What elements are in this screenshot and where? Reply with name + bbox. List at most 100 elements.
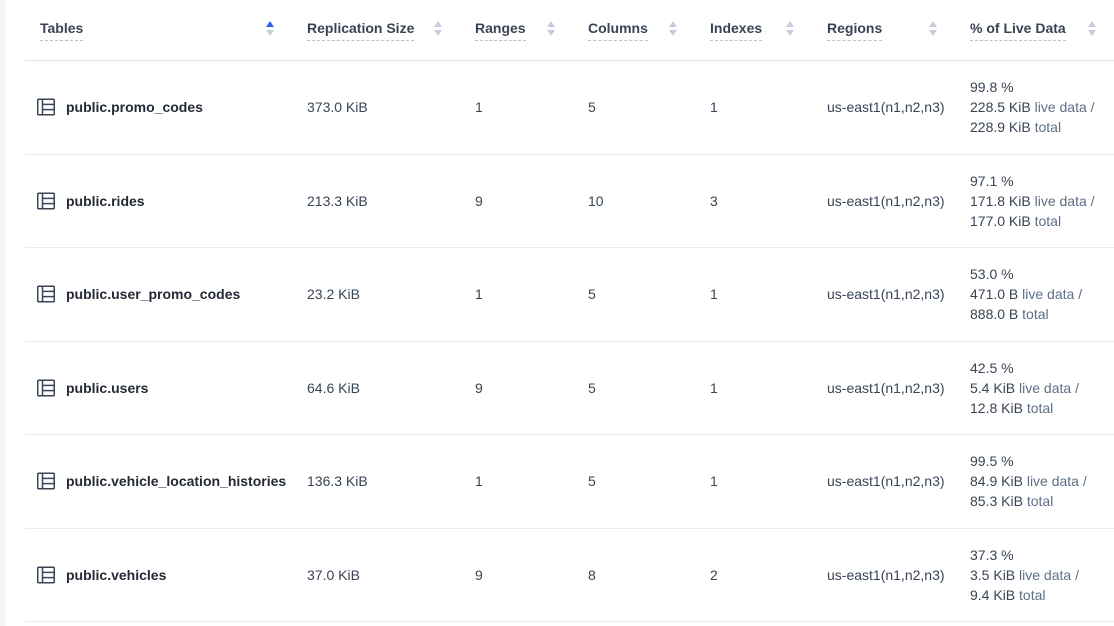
live-size-label: live data / <box>1034 192 1095 209</box>
sort-icon[interactable] <box>547 21 555 36</box>
live-percent: 99.5 % <box>970 453 1014 470</box>
table-row[interactable]: public.vehicle_location_histories 136.3 … <box>25 435 1114 529</box>
sort-icon[interactable] <box>434 21 442 36</box>
column-header-label[interactable]: Tables <box>40 20 84 41</box>
page-left-edge <box>0 0 5 626</box>
column-header[interactable]: Regions <box>812 0 955 60</box>
ranges-value: 9 <box>475 192 483 209</box>
column-header[interactable]: Tables <box>25 0 292 60</box>
sort-asc-icon <box>929 21 937 27</box>
columns-value: 5 <box>588 473 596 490</box>
table-name-link[interactable]: public.users <box>66 379 149 396</box>
column-header[interactable]: Indexes <box>695 0 812 60</box>
live-percent: 53.0 % <box>970 266 1014 283</box>
sort-icon[interactable] <box>1088 21 1096 36</box>
indexes-value: 1 <box>710 473 718 490</box>
live-data-cell: 99.8 % 228.5 KiB live data / 228.9 KiB t… <box>955 77 1114 137</box>
sort-icon[interactable] <box>786 21 794 36</box>
live-percent: 37.3 % <box>970 546 1014 563</box>
table-row[interactable]: public.users 64.6 KiB 9 5 1 us-east1(n1,… <box>25 342 1114 435</box>
live-size: 3.5 KiB <box>970 566 1016 583</box>
column-header-label[interactable]: Columns <box>588 20 648 41</box>
sort-icon[interactable] <box>929 21 937 36</box>
sort-desc-icon <box>669 30 677 36</box>
column-header[interactable]: % of Live Data <box>955 0 1114 60</box>
sort-desc-icon <box>266 30 274 36</box>
regions-value: us-east1(n1,n2,n3) <box>827 473 945 490</box>
table-name-link[interactable]: public.vehicle_location_histories <box>66 473 287 490</box>
ranges-value: 1 <box>475 99 483 116</box>
total-size: 12.8 KiB <box>970 399 1023 416</box>
live-size-label: live data / <box>1019 379 1079 396</box>
total-size: 888.0 B <box>970 306 1019 323</box>
regions-value: us-east1(n1,n2,n3) <box>827 99 945 116</box>
table-icon <box>36 471 56 491</box>
replication-size-value: 23.2 KiB <box>307 286 360 303</box>
live-size-label: live data / <box>1022 286 1083 303</box>
column-header[interactable]: Columns <box>573 0 695 60</box>
columns-value: 5 <box>588 379 596 396</box>
live-data-cell: 37.3 % 3.5 KiB live data / 9.4 KiB total <box>955 545 1114 605</box>
columns-value: 10 <box>588 192 604 209</box>
replication-size-value: 213.3 KiB <box>307 192 368 209</box>
live-size-label: live data / <box>1034 99 1095 116</box>
live-size: 84.9 KiB <box>970 473 1023 490</box>
regions-value: us-east1(n1,n2,n3) <box>827 379 945 396</box>
total-size: 228.9 KiB <box>970 119 1031 136</box>
sort-asc-icon <box>547 21 555 27</box>
live-size-label: live data / <box>1026 473 1087 490</box>
column-header[interactable]: Ranges <box>460 0 573 60</box>
columns-value: 5 <box>588 286 596 303</box>
table-name-cell: public.user_promo_codes <box>25 284 292 304</box>
sort-asc-icon <box>1088 21 1096 27</box>
tables-table: Tables Replication Size Ranges Columns I… <box>25 0 1114 622</box>
table-name-link[interactable]: public.promo_codes <box>66 99 203 116</box>
live-size: 228.5 KiB <box>970 99 1031 116</box>
table-icon <box>36 378 56 398</box>
live-data-cell: 53.0 % 471.0 B live data / 888.0 B total <box>955 264 1114 324</box>
table-row[interactable]: public.promo_codes 373.0 KiB 1 5 1 us-ea… <box>25 61 1114 155</box>
table-name-link[interactable]: public.rides <box>66 192 145 209</box>
table-row[interactable]: public.vehicles 37.0 KiB 9 8 2 us-east1(… <box>25 529 1114 622</box>
column-header[interactable]: Replication Size <box>292 0 460 60</box>
live-size: 471.0 B <box>970 286 1019 303</box>
sort-icon[interactable] <box>669 21 677 36</box>
table-row[interactable]: public.rides 213.3 KiB 9 10 3 us-east1(n… <box>25 155 1114 248</box>
replication-size-value: 37.0 KiB <box>307 566 360 583</box>
live-data-cell: 99.5 % 84.9 KiB live data / 85.3 KiB tot… <box>955 451 1114 511</box>
column-header-label[interactable]: Ranges <box>475 20 526 41</box>
replication-size-value: 136.3 KiB <box>307 473 368 490</box>
total-size-label: total <box>1022 306 1049 323</box>
column-header-label[interactable]: Indexes <box>710 20 763 41</box>
regions-value: us-east1(n1,n2,n3) <box>827 192 945 209</box>
sort-desc-icon <box>1088 30 1096 36</box>
live-size: 5.4 KiB <box>970 379 1016 396</box>
replication-size-value: 64.6 KiB <box>307 379 360 396</box>
total-size-label: total <box>1034 212 1062 229</box>
sort-asc-icon <box>434 21 442 27</box>
table-name-cell: public.vehicle_location_histories <box>25 471 292 491</box>
table-icon <box>36 97 56 117</box>
column-header-label[interactable]: % of Live Data <box>970 20 1066 41</box>
sort-icon[interactable] <box>266 21 274 36</box>
table-name-link[interactable]: public.user_promo_codes <box>66 286 241 303</box>
table-name-link[interactable]: public.vehicles <box>66 566 167 583</box>
indexes-value: 1 <box>710 286 718 303</box>
ranges-value: 1 <box>475 473 483 490</box>
table-row[interactable]: public.user_promo_codes 23.2 KiB 1 5 1 u… <box>25 248 1114 342</box>
indexes-value: 1 <box>710 99 718 116</box>
total-size: 177.0 KiB <box>970 212 1031 229</box>
live-size: 171.8 KiB <box>970 192 1031 209</box>
ranges-value: 9 <box>475 379 483 396</box>
regions-value: us-east1(n1,n2,n3) <box>827 566 945 583</box>
ranges-value: 9 <box>475 566 483 583</box>
indexes-value: 1 <box>710 379 718 396</box>
total-size: 9.4 KiB <box>970 586 1016 603</box>
column-header-label[interactable]: Regions <box>827 20 883 41</box>
columns-value: 5 <box>588 99 596 116</box>
total-size: 85.3 KiB <box>970 493 1023 510</box>
total-size-label: total <box>1034 119 1062 136</box>
table-icon <box>36 191 56 211</box>
column-header-label[interactable]: Replication Size <box>307 20 415 41</box>
